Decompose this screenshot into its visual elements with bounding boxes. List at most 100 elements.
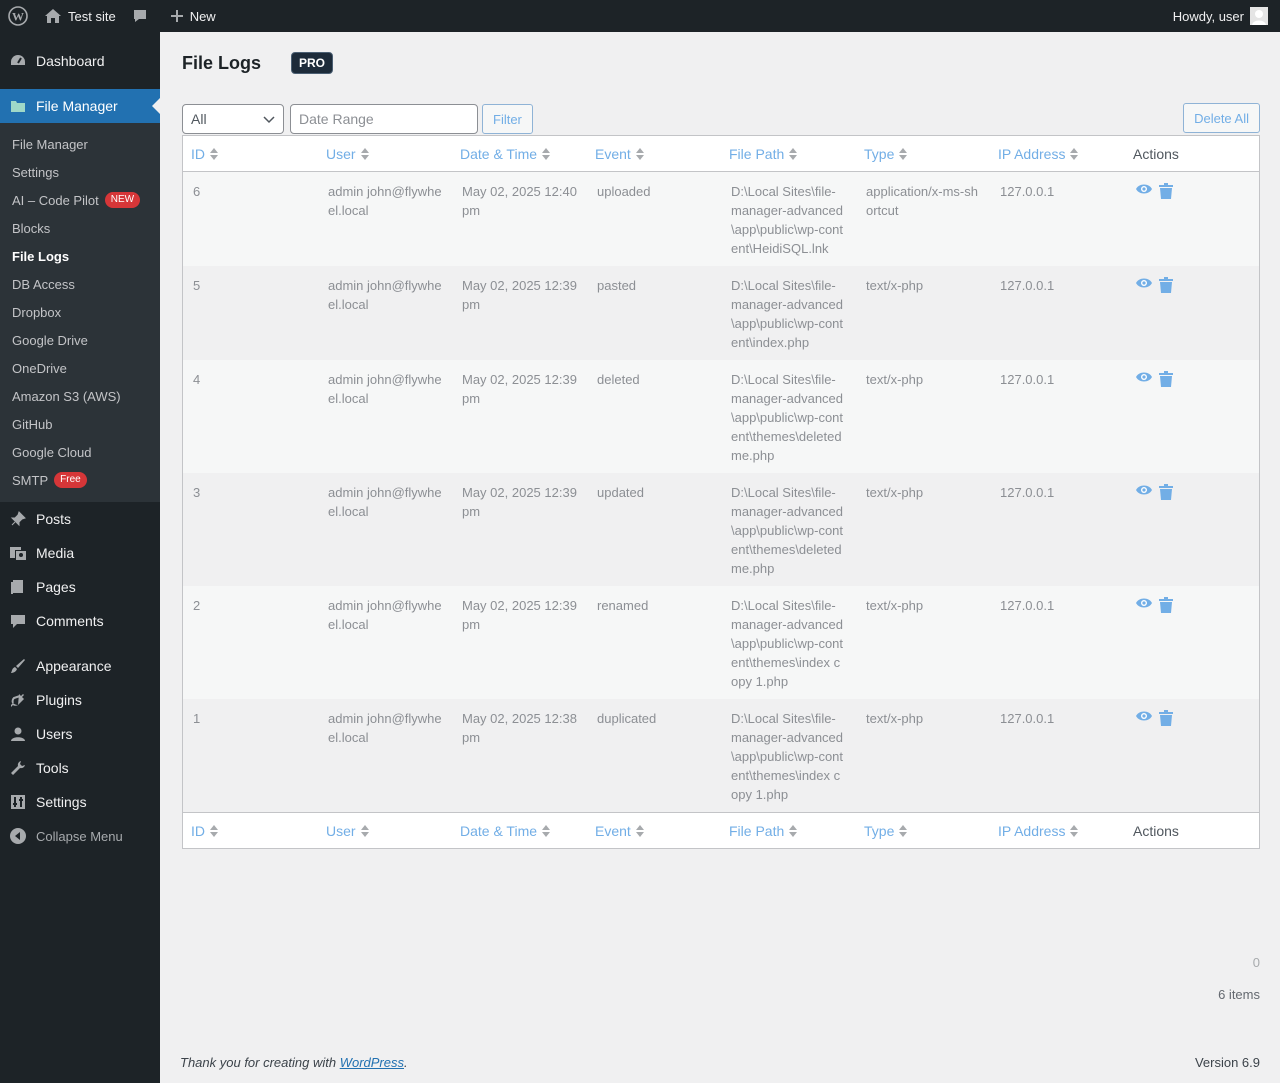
column-footer-ip[interactable]: IP Address — [990, 823, 1125, 839]
menu-label-tools: Tools — [36, 760, 69, 776]
submenu-settings[interactable]: Settings — [0, 158, 160, 186]
menu-item-plugins[interactable]: Plugins — [0, 683, 160, 717]
cell-event: pasted — [597, 278, 637, 293]
submenu-label: DB Access — [12, 276, 75, 292]
select-value: All — [191, 111, 207, 127]
collapse-label: Collapse Menu — [36, 828, 123, 844]
menu-item-appearance[interactable]: Appearance — [0, 649, 160, 683]
cell-file-path: D:\Local Sites\file-manager-advanced\app… — [731, 711, 844, 802]
submenu-onedrive[interactable]: OneDrive — [0, 354, 160, 382]
column-footer-datetime[interactable]: Date & Time — [452, 823, 587, 839]
submenu-file-logs[interactable]: File Logs — [0, 242, 160, 270]
cell-datetime: May 02, 2025 12:39 pm — [462, 372, 577, 406]
wordpress-link[interactable]: WordPress — [339, 1055, 404, 1070]
my-account-link[interactable]: Howdy, user — [1165, 0, 1280, 32]
menu-item-media[interactable]: Media — [0, 536, 160, 570]
submenu-ai-code-pilot[interactable]: AI – Code Pilot NEW — [0, 186, 160, 214]
sort-arrows-icon — [635, 824, 644, 837]
cell-id: 5 — [193, 278, 201, 293]
menu-item-dashboard[interactable]: Dashboard — [0, 44, 160, 78]
submenu-blocks[interactable]: Blocks — [0, 214, 160, 242]
column-footer-event[interactable]: Event — [587, 823, 721, 839]
menu-item-settings[interactable]: Settings — [0, 785, 160, 819]
trash-icon[interactable] — [1159, 484, 1173, 500]
submenu-db-access[interactable]: DB Access — [0, 270, 160, 298]
table-footer: ID User Date & Time Event File Path Type… — [183, 812, 1259, 848]
new-content-link[interactable]: New — [162, 0, 224, 32]
cell-file-path: D:\Local Sites\file-manager-advanced\app… — [731, 278, 844, 350]
submenu-google-cloud[interactable]: Google Cloud — [0, 438, 160, 466]
pro-badge: PRO — [291, 52, 334, 74]
submenu-github[interactable]: GitHub — [0, 410, 160, 438]
submenu-google-drive[interactable]: Google Drive — [0, 326, 160, 354]
trash-icon[interactable] — [1159, 277, 1173, 293]
cell-datetime: May 02, 2025 12:38 pm — [462, 711, 577, 745]
header-label: ID — [191, 145, 205, 162]
trash-icon[interactable] — [1159, 183, 1173, 199]
site-name-link[interactable]: Test site — [36, 0, 124, 32]
sort-arrows-icon — [360, 147, 369, 160]
column-footer-user[interactable]: User — [318, 823, 452, 839]
column-footer-file-path[interactable]: File Path — [721, 823, 856, 839]
collapse-menu-button[interactable]: Collapse Menu — [0, 819, 160, 853]
delete-all-button[interactable]: Delete All — [1183, 103, 1260, 133]
cell-type: text/x-php — [866, 278, 924, 293]
comments-link[interactable]: 0 — [124, 0, 1260, 970]
menu-label-users: Users — [36, 726, 73, 742]
column-header-type[interactable]: Type — [856, 146, 990, 162]
submenu-amazon-s3[interactable]: Amazon S3 (AWS) — [0, 382, 160, 410]
cell-ip: 127.0.0.1 — [1000, 711, 1055, 726]
sort-arrows-icon — [210, 824, 218, 837]
menu-label-appearance: Appearance — [36, 658, 112, 674]
menu-item-posts[interactable]: Posts — [0, 502, 160, 536]
view-eye-icon[interactable] — [1135, 710, 1153, 722]
view-eye-icon[interactable] — [1135, 277, 1153, 289]
menu-item-comments[interactable]: Comments — [0, 604, 160, 638]
comment-bubble-icon — [132, 8, 148, 24]
trash-icon[interactable] — [1159, 710, 1173, 726]
column-header-event[interactable]: Event — [587, 146, 721, 162]
column-header-datetime[interactable]: Date & Time — [452, 146, 587, 162]
menu-item-tools[interactable]: Tools — [0, 751, 160, 785]
cell-id: 3 — [193, 485, 201, 500]
header-label: Type — [864, 145, 895, 162]
table-row: 4 admin john@flywheel.local May 02, 2025… — [183, 360, 1259, 473]
cell-ip: 127.0.0.1 — [1000, 372, 1055, 387]
column-footer-type[interactable]: Type — [856, 823, 990, 839]
wordpress-logo-icon[interactable]: W — [0, 0, 36, 32]
column-header-ip[interactable]: IP Address — [990, 146, 1125, 162]
submenu-label: Google Drive — [12, 332, 88, 348]
filter-button[interactable]: Filter — [482, 104, 533, 134]
menu-item-file-manager[interactable]: File Manager — [0, 89, 160, 123]
view-eye-icon[interactable] — [1135, 183, 1153, 195]
submenu-label: OneDrive — [12, 360, 67, 376]
submenu-label: File Logs — [12, 248, 70, 264]
column-header-user[interactable]: User — [318, 146, 452, 162]
submenu-label: Dropbox — [12, 304, 62, 320]
submenu-file-manager[interactable]: File Manager — [0, 130, 160, 158]
event-filter-select[interactable]: All — [182, 104, 284, 134]
submenu-smtp[interactable]: SMTP Free — [0, 466, 160, 494]
column-header-id[interactable]: ID — [183, 146, 318, 162]
cell-user: admin john@flywheel.local — [328, 372, 442, 406]
view-eye-icon[interactable] — [1135, 597, 1153, 609]
footer-label: Actions — [1133, 822, 1179, 839]
table-row: 2 admin john@flywheel.local May 02, 2025… — [183, 586, 1259, 699]
menu-item-pages[interactable]: Pages — [0, 570, 160, 604]
trash-icon[interactable] — [1159, 597, 1173, 613]
menu-item-users[interactable]: Users — [0, 717, 160, 751]
footer-label: File Path — [729, 822, 785, 839]
column-footer-id[interactable]: ID — [183, 823, 318, 839]
submenu-dropbox[interactable]: Dropbox — [0, 298, 160, 326]
cell-datetime: May 02, 2025 12:40 pm — [462, 184, 577, 218]
date-range-input[interactable]: Date Range — [290, 104, 478, 134]
header-label: Actions — [1133, 145, 1179, 162]
trash-icon[interactable] — [1159, 371, 1173, 387]
menu-label-dashboard: Dashboard — [36, 53, 105, 69]
cell-ip: 127.0.0.1 — [1000, 485, 1055, 500]
view-eye-icon[interactable] — [1135, 371, 1153, 383]
view-eye-icon[interactable] — [1135, 484, 1153, 496]
column-header-file-path[interactable]: File Path — [721, 146, 856, 162]
cell-id: 1 — [193, 711, 201, 726]
footer-label: Date & Time — [460, 822, 538, 839]
